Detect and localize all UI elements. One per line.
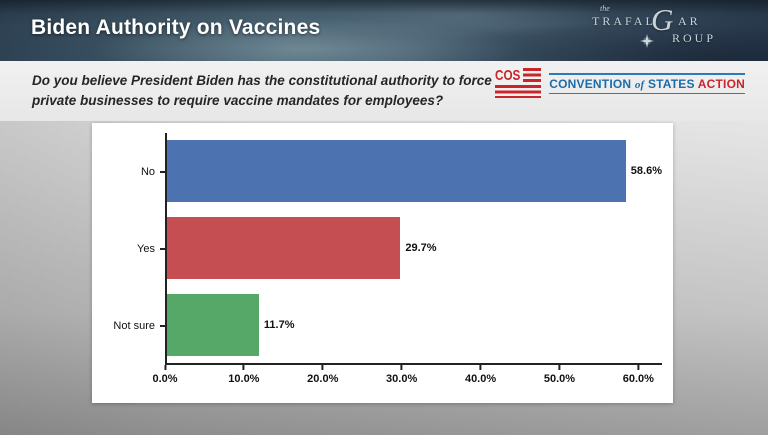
value-label-not-sure: 11.7%	[263, 318, 295, 331]
bar-yes	[167, 217, 401, 279]
chart-panel: No Yes Not sure 58.6% 29.7% 11.7	[92, 123, 673, 403]
header-band: Biden Authority on Vaccines the TRAFAL G…	[0, 0, 768, 61]
plot-area: 58.6% 29.7% 11.7%	[165, 133, 662, 365]
cos-states-label: STATES	[647, 76, 695, 91]
x-tick: 50.0%	[544, 365, 575, 385]
x-tick: 10.0%	[228, 365, 259, 385]
y-tick-mark	[160, 325, 165, 328]
y-tick-mark	[160, 247, 165, 250]
category-label-no: No	[92, 133, 165, 210]
x-axis: 0.0% 10.0% 20.0% 30.0% 40.0% 50.0% 60.0%	[152, 365, 662, 395]
trafalgar-roup-label: ROUP	[672, 31, 717, 45]
cos-flag-icon: COS	[495, 67, 542, 98]
x-tick: 40.0%	[465, 365, 496, 385]
cos-rule-top	[549, 72, 745, 75]
x-tick: 0.0%	[152, 365, 178, 385]
convention-of-states-logo: COS CONVENTION of STATES ACTION	[495, 67, 745, 98]
trafalgar-group-logo: the TRAFAL G AR ROUP	[592, 2, 734, 57]
category-label-yes: Yes	[92, 210, 165, 287]
trafalgar-g-monogram: G	[651, 2, 674, 37]
bar-chart: No Yes Not sure 58.6% 29.7% 11.7	[92, 133, 662, 395]
value-label-yes: 29.7%	[405, 242, 437, 254]
x-tick: 60.0%	[623, 365, 654, 385]
cos-wordmark: CONVENTION of STATES ACTION	[549, 72, 745, 94]
cos-action-label: ACTION	[697, 76, 745, 91]
question-band: Do you believe President Biden has the c…	[0, 61, 768, 121]
bar-not-sure	[167, 293, 259, 356]
bar-row: 29.7%	[167, 210, 662, 287]
value-label-no: 58.6%	[630, 165, 662, 178]
bar-row: 58.6%	[167, 133, 662, 210]
cos-convention-label: CONVENTION	[549, 76, 632, 91]
poll-question-text: Do you believe President Biden has the c…	[32, 73, 492, 108]
trafalgar-trafal-label: TRAFAL	[592, 14, 656, 28]
trafalgar-ar-label: AR	[678, 14, 701, 28]
bar-row: 11.7%	[167, 286, 662, 363]
compass-star-icon	[640, 34, 654, 48]
cos-of-label: of	[634, 78, 645, 91]
y-axis-labels: No Yes Not sure	[92, 133, 165, 365]
page-title: Biden Authority on Vaccines	[31, 16, 321, 39]
x-tick: 30.0%	[386, 365, 417, 385]
bar-no	[167, 140, 626, 203]
cos-acronym: COS	[495, 67, 521, 84]
y-tick-mark	[160, 170, 165, 173]
category-label-not-sure: Not sure	[92, 288, 165, 365]
cos-rule-bottom	[549, 92, 745, 94]
x-tick: 20.0%	[307, 365, 338, 385]
trafalgar-the-label: the	[600, 4, 610, 13]
